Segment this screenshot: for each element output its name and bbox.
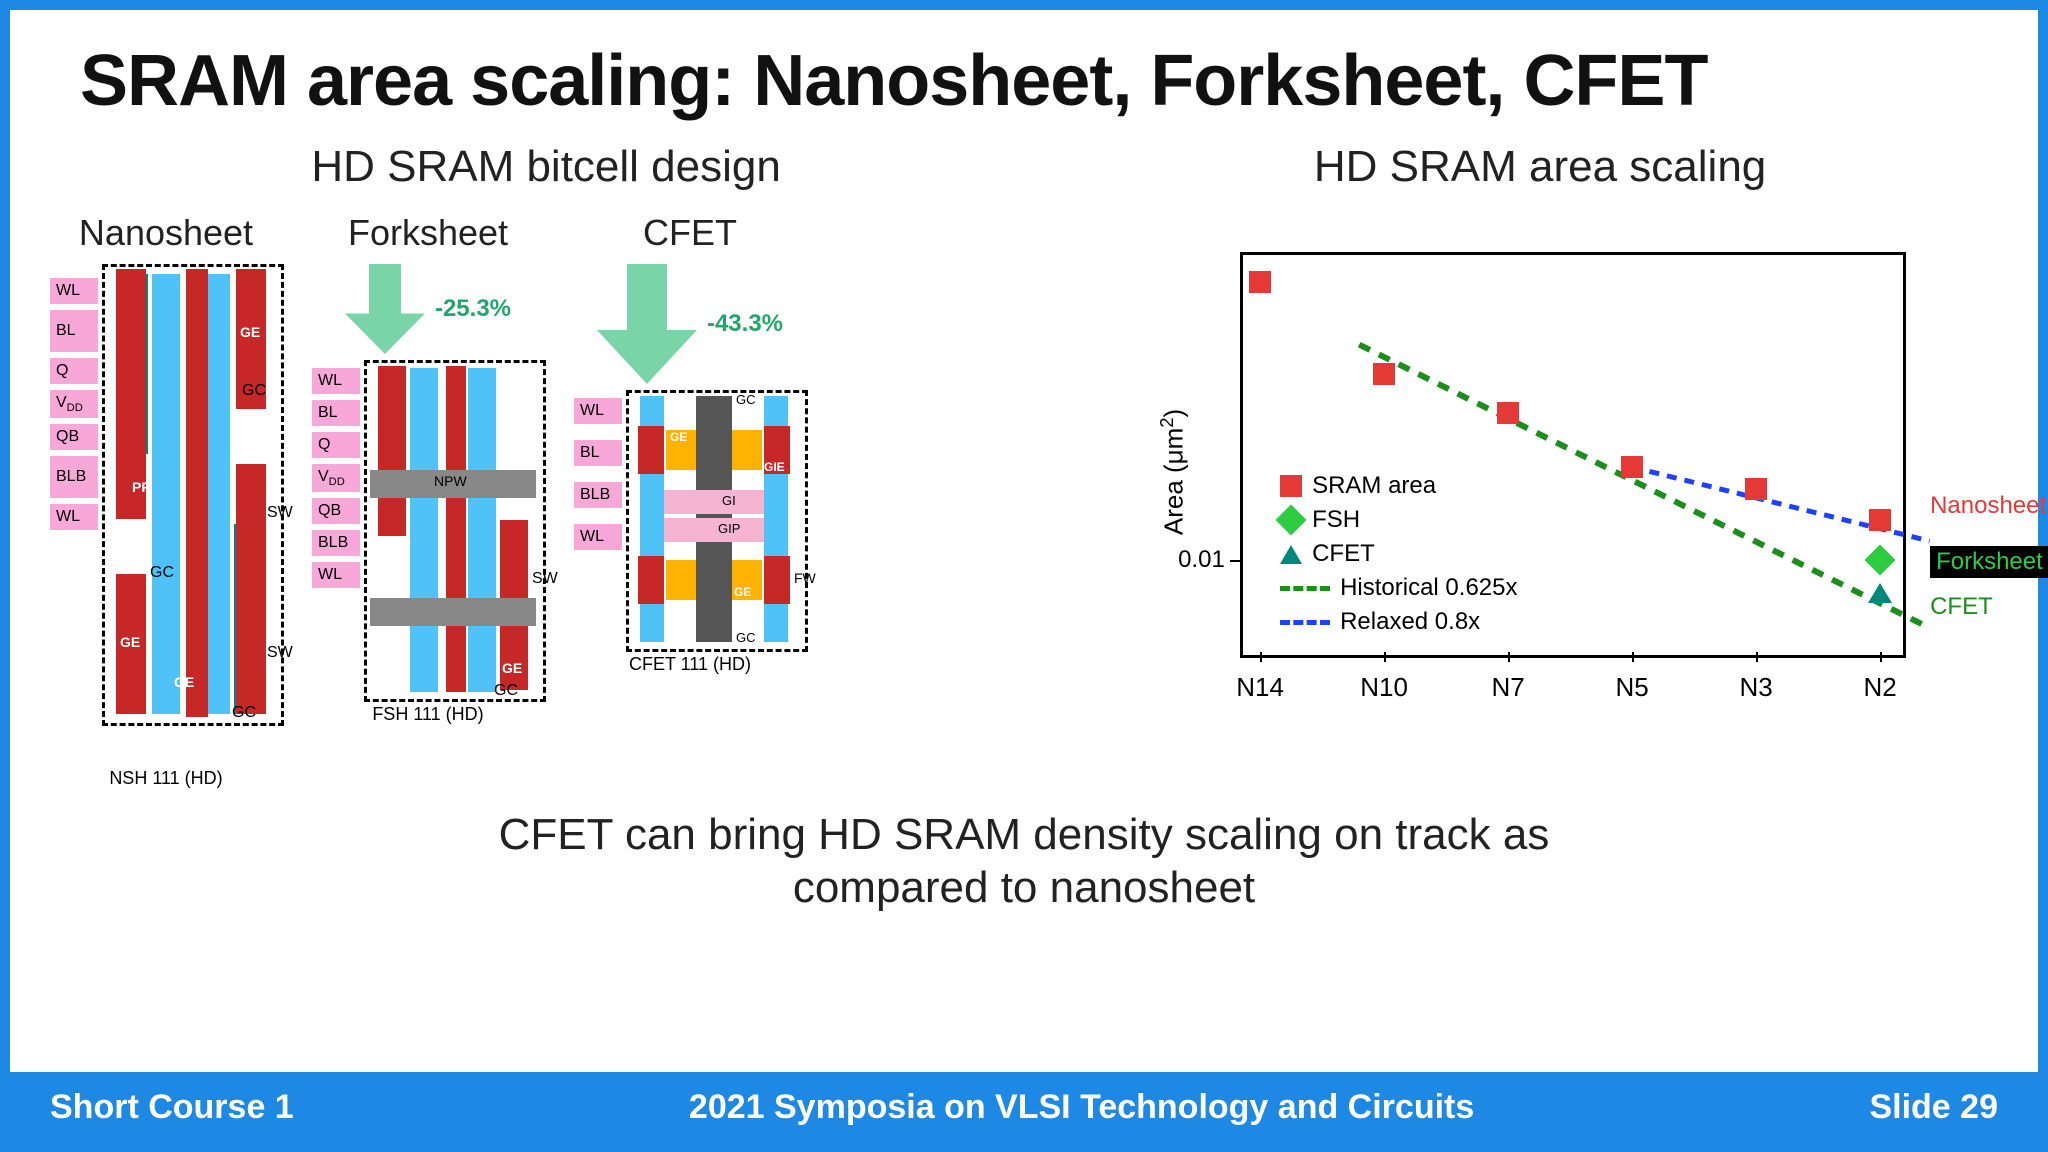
pin-label: Q (50, 358, 98, 384)
pin-label: WL (574, 524, 622, 550)
chart-marker (1373, 363, 1395, 385)
footer-left: Short Course 1 (50, 1088, 294, 1127)
chart-annotation: CFET (1930, 593, 1993, 621)
schematic-cfet: CFET -43.3% WL BL BLB WL (574, 212, 806, 675)
chart-annotation: Forksheet (1930, 546, 2048, 578)
chart-marker (1621, 456, 1643, 478)
anno-gc: GC (150, 564, 174, 582)
chart-marker (1869, 509, 1891, 531)
anno-ge: GE (120, 634, 140, 650)
forksheet-shrink: -25.3% (435, 295, 511, 323)
pin-label: WL (50, 278, 98, 304)
anno-ge: GE (734, 585, 751, 599)
anno-gc: GC (736, 630, 756, 645)
right-panel: HD SRAM area scaling Area (μm2) 0.01 N14… (1082, 142, 1998, 702)
pin-label: WL (50, 504, 98, 530)
footer-center: 2021 Symposia on VLSI Technology and Cir… (689, 1088, 1474, 1127)
area-scaling-chart: Area (μm2) 0.01 N14N10N7N5N3N2 SRAM area… (1160, 242, 1920, 702)
schematic-forksheet: Forksheet -25.3% WL BL Q VDD QB (312, 212, 544, 725)
shrink-arrow-icon (597, 264, 697, 384)
nanosheet-caption: NSH 111 (HD) (109, 768, 222, 789)
forksheet-label: Forksheet (348, 212, 508, 254)
anno-sw: SW (267, 644, 293, 662)
anno-ge: GE (174, 674, 194, 690)
slide-title: SRAM area scaling: Nanosheet, Forksheet,… (80, 40, 1998, 122)
pin-label: QB (312, 498, 360, 524)
chart-lines (1160, 242, 1920, 702)
pin-label: QB (50, 424, 98, 450)
pin-label: VDD (50, 390, 98, 418)
footer-bar: Short Course 1 2021 Symposia on VLSI Tec… (10, 1072, 2038, 1142)
anno-fw: FW (794, 570, 816, 586)
pin-label: Q (312, 432, 360, 458)
anno-pp: PP (392, 535, 411, 551)
anno-ge: GE (240, 324, 260, 340)
pin-label: WL (312, 368, 360, 394)
pin-label: WL (574, 398, 622, 424)
schematic-nanosheet: Nanosheet WL BL Q VDD QB BLB WL (50, 212, 282, 789)
chart-legend: SRAM area FSH CFET Historical 0.625x Rel… (1280, 472, 1517, 636)
nanosheet-label: Nanosheet (79, 212, 253, 254)
anno-gie: GIE (764, 460, 785, 474)
pin-label: WL (312, 562, 360, 588)
chart-marker (1868, 583, 1892, 603)
shrink-arrow-icon (345, 264, 425, 354)
anno-sw: SW (267, 504, 293, 522)
anno-sw: SW (532, 570, 558, 588)
anno-gip: GIP (718, 521, 740, 536)
pin-label: BL (50, 310, 98, 352)
pin-label: BLB (574, 482, 622, 508)
cfet-label: CFET (643, 212, 737, 254)
cfet-caption: CFET 111 (HD) (629, 654, 751, 675)
anno-pp: PP (132, 479, 151, 495)
cfet-shrink: -43.3% (707, 310, 783, 338)
conclusion-text: CFET can bring HD SRAM density scaling o… (424, 809, 1624, 915)
pin-label: BL (574, 440, 622, 466)
chart-marker (1745, 478, 1767, 500)
anno-gc: GC (232, 704, 256, 722)
pin-label: BLB (50, 456, 98, 498)
anno-gc: GC (736, 392, 756, 407)
anno-gc: GC (494, 682, 518, 700)
left-heading: HD SRAM bitcell design (311, 142, 781, 192)
pin-label: VDD (312, 464, 360, 492)
anno-ge: GE (670, 430, 687, 444)
pin-label: BL (312, 400, 360, 426)
anno-gc: GC (242, 382, 266, 400)
chart-marker (1249, 271, 1271, 293)
footer-right: Slide 29 (1869, 1088, 1998, 1127)
anno-npw: NPW (434, 473, 467, 489)
anno-gi: GI (722, 493, 736, 508)
pin-label: BLB (312, 530, 360, 556)
left-panel: HD SRAM bitcell design Nanosheet WL BL Q… (50, 142, 1042, 789)
chart-marker (1497, 402, 1519, 424)
right-heading: HD SRAM area scaling (1314, 142, 1766, 192)
chart-annotation: Nanosheet (1930, 492, 2046, 520)
forksheet-caption: FSH 111 (HD) (372, 704, 483, 725)
anno-ge: GE (502, 660, 522, 676)
